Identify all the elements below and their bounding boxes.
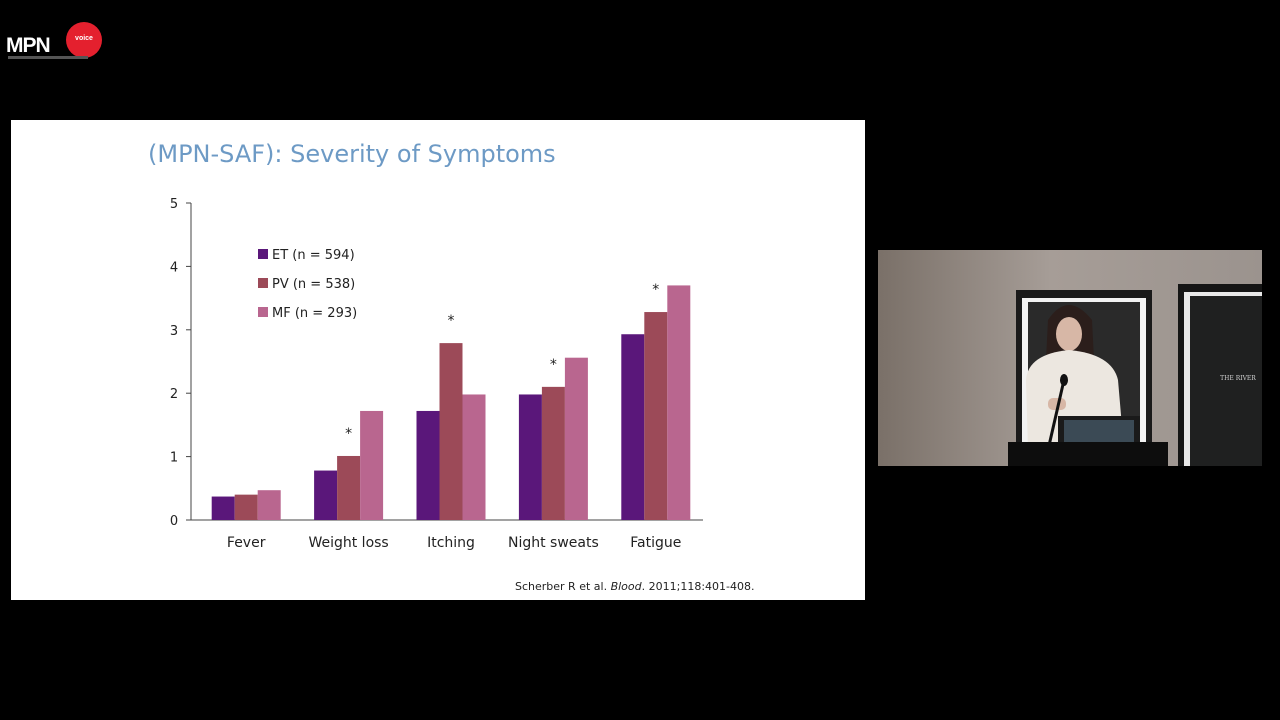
x-tick-label: Fever [227,535,266,551]
logo-text: MPN [6,34,51,57]
bar [360,410,384,520]
legend-swatch [258,278,268,288]
legend-swatch [258,307,268,317]
y-tick-label: 1 [170,451,178,466]
significance-marker: * [550,357,557,373]
bar [337,455,361,520]
y-tick-label: 5 [170,197,178,212]
citation-details: . 2011;118:401-408. [641,580,755,593]
bar [416,410,440,520]
slide-title: (MPN-SAF): Severity of Symptoms [148,140,556,168]
y-tick-label: 4 [170,260,178,275]
bar [439,343,463,520]
bar [257,490,281,520]
bar [518,394,542,520]
x-tick-label: Night sweats [508,535,599,551]
logo-badge-text: voice [75,35,93,42]
bar [314,470,338,520]
y-tick-label: 3 [170,324,178,339]
significance-marker: * [345,426,352,442]
logo-tagline [8,56,88,59]
bar [564,357,588,520]
legend-swatch [258,249,268,259]
bar [621,334,645,520]
citation-authors: Scherber R et al. [515,580,608,593]
y-tick-label: 2 [170,387,178,402]
presenter-video: THE RIVER [878,250,1262,466]
bar [644,312,668,520]
legend-label: ET (n = 594) [272,248,355,263]
bar [541,386,565,520]
x-tick-label: Fatigue [630,535,681,551]
x-tick-label: Itching [427,535,475,551]
citation: Scherber R et al. Blood. 2011;118:401-40… [515,580,754,593]
logo-badge: voice [66,22,102,58]
significance-marker: * [448,313,455,329]
presentation-slide: (MPN-SAF): Severity of Symptoms 0 1 2 3 4 5 Fe… [11,120,865,600]
lectern [1008,442,1168,466]
bar [234,494,258,520]
symptom-severity-bar-chart: 0 1 2 3 4 5 Fever Weight loss * Itching * Night swe… [170,197,703,551]
legend-label: MF (n = 293) [272,306,357,321]
bar [211,496,235,520]
significance-marker: * [652,282,659,298]
mpn-voice-logo: MPN voice [6,22,102,64]
sign-text: THE RIVER [1220,375,1256,382]
citation-journal: Blood [610,580,642,593]
presenter-scene: THE RIVER [878,250,1262,466]
y-tick-label: 0 [170,514,178,529]
bar [667,285,691,520]
legend-label: PV (n = 538) [272,277,355,292]
bar [462,394,486,520]
x-tick-label: Weight loss [308,535,388,551]
